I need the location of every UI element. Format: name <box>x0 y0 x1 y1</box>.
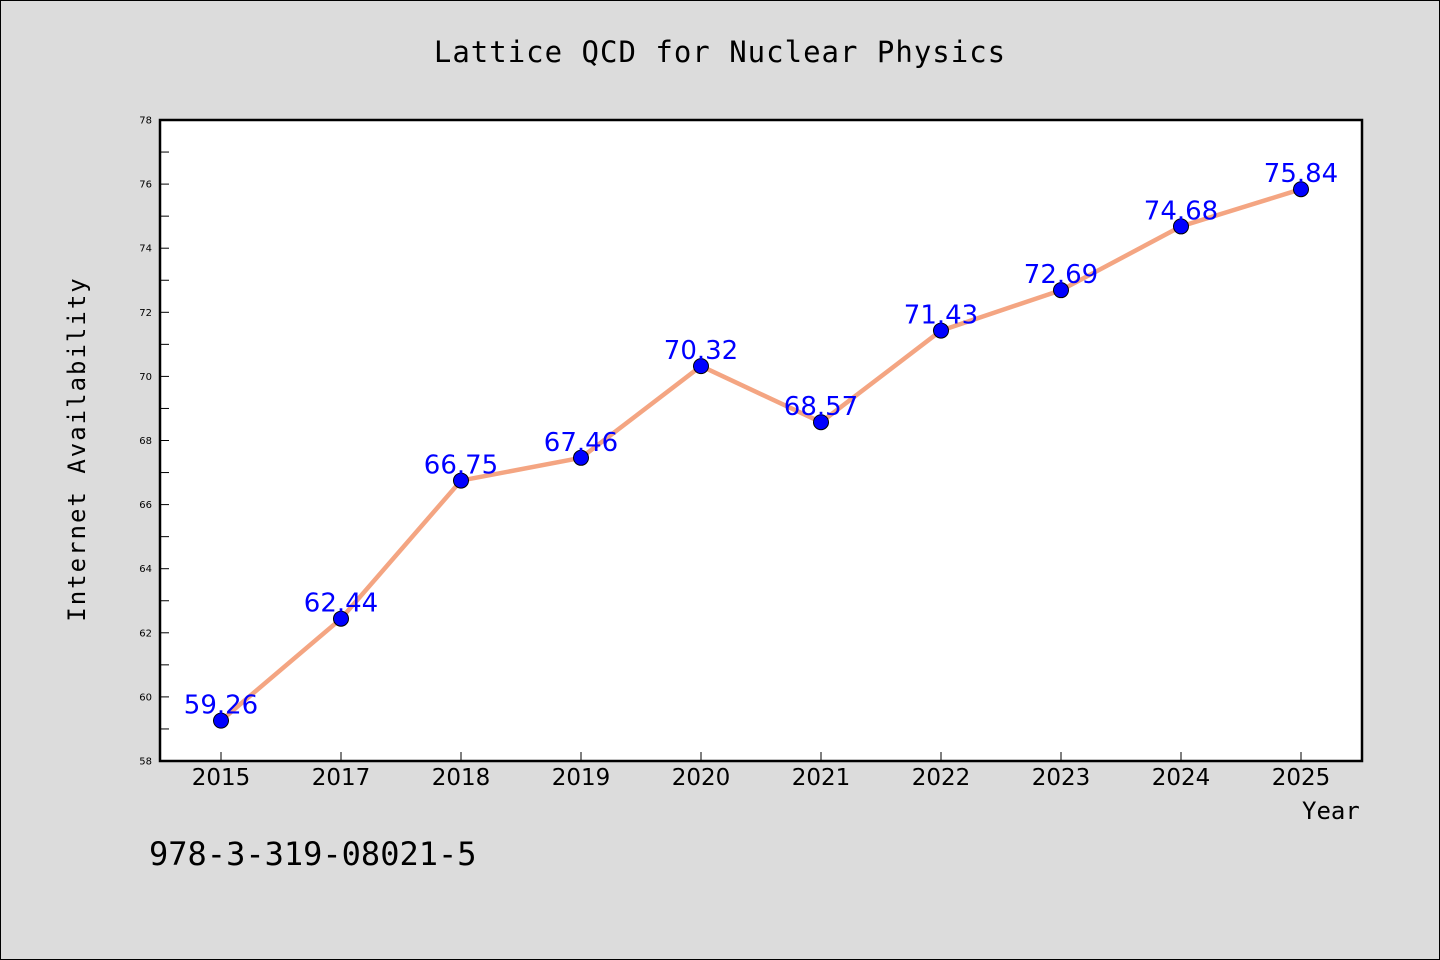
data-label-2025: 75.84 <box>1264 159 1338 189</box>
plot-area <box>158 118 1364 763</box>
data-point-2023 <box>1053 282 1069 299</box>
y-tick-label: 66 <box>139 500 152 511</box>
x-tick-label: 2018 <box>432 765 491 791</box>
data-point-2018 <box>453 472 469 489</box>
y-tick-label: 58 <box>139 757 152 768</box>
y-axis: 58 60 62 64 66 68 70 72 74 76 78 <box>139 116 169 768</box>
x-tick-label: 2019 <box>552 765 611 791</box>
series-line <box>219 187 1302 723</box>
data-point-2015 <box>213 712 229 729</box>
x-tick-label: 2022 <box>912 765 971 791</box>
data-label-2020: 70.32 <box>664 336 738 366</box>
x-tick-label: 2024 <box>1152 765 1211 791</box>
x-tick-label: 2017 <box>312 765 371 791</box>
data-label-2018: 66.75 <box>424 451 498 481</box>
data-point-2021 <box>813 414 829 431</box>
y-tick-label: 60 <box>139 692 152 703</box>
x-axis: 2015 2017 2018 2019 2020 2021 2022 2023 2024 2025 <box>192 752 1331 791</box>
x-tick-label: 2025 <box>1272 765 1331 791</box>
chart-title: Lattice QCD for Nuclear Physics <box>433 35 1007 69</box>
data-label-2022: 71.43 <box>904 301 978 331</box>
x-tick-label: 2020 <box>672 765 731 791</box>
series-markers <box>213 181 1309 729</box>
data-point-2020 <box>693 358 709 375</box>
x-tick-label: 2021 <box>792 765 851 791</box>
data-point-2017 <box>333 610 349 627</box>
data-label-2019: 67.46 <box>544 428 618 458</box>
data-label-2015: 59.26 <box>184 691 258 721</box>
data-labels: 59.26 62.44 66.75 67.46 70.32 68.57 71.43 72.69… <box>184 159 1338 720</box>
data-label-2024: 74.68 <box>1144 196 1218 226</box>
data-point-2022 <box>933 322 949 339</box>
data-label-2023: 72.69 <box>1024 260 1098 290</box>
data-label-2021: 68.57 <box>784 392 858 422</box>
data-label-2017: 62.44 <box>304 589 378 619</box>
x-axis-label: Year <box>1302 797 1360 825</box>
data-point-2024 <box>1173 218 1189 235</box>
y-tick-label: 74 <box>139 244 152 255</box>
isbn-annotation: 978-3-319-08021-5 <box>149 835 477 873</box>
x-tick-label: 2023 <box>1032 765 1091 791</box>
x-tick-label: 2015 <box>192 765 251 791</box>
y-tick-label: 68 <box>139 436 152 447</box>
y-tick-label: 76 <box>139 180 152 191</box>
y-tick-label: 62 <box>139 628 152 639</box>
y-tick-label: 70 <box>139 372 152 383</box>
data-point-2019 <box>573 449 589 466</box>
y-tick-label: 78 <box>139 116 152 127</box>
y-tick-label: 64 <box>139 564 152 575</box>
y-tick-label: 72 <box>139 308 152 319</box>
data-point-2025 <box>1293 181 1309 198</box>
y-axis-label: Internet Availability <box>63 276 91 622</box>
